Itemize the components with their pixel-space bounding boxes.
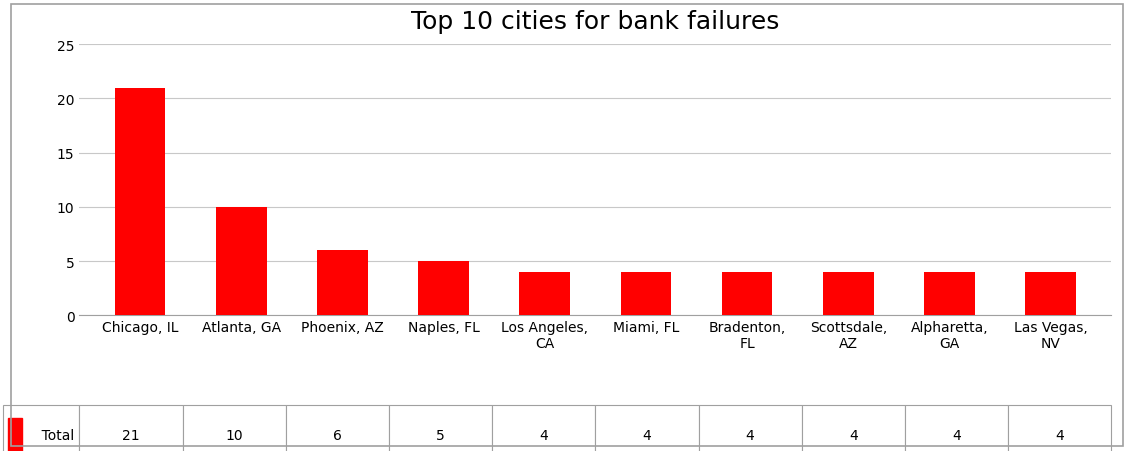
Bar	[722, 272, 772, 316]
Bar	[418, 262, 468, 316]
Bar	[215, 207, 266, 316]
Bar	[1025, 272, 1076, 316]
Bar	[8, 419, 22, 451]
Bar	[115, 88, 166, 316]
Bar	[924, 272, 975, 316]
Bar	[620, 272, 671, 316]
Bar	[519, 272, 570, 316]
Title: Top 10 cities for bank failures: Top 10 cities for bank failures	[412, 9, 779, 33]
Bar	[318, 251, 367, 316]
Bar	[823, 272, 873, 316]
